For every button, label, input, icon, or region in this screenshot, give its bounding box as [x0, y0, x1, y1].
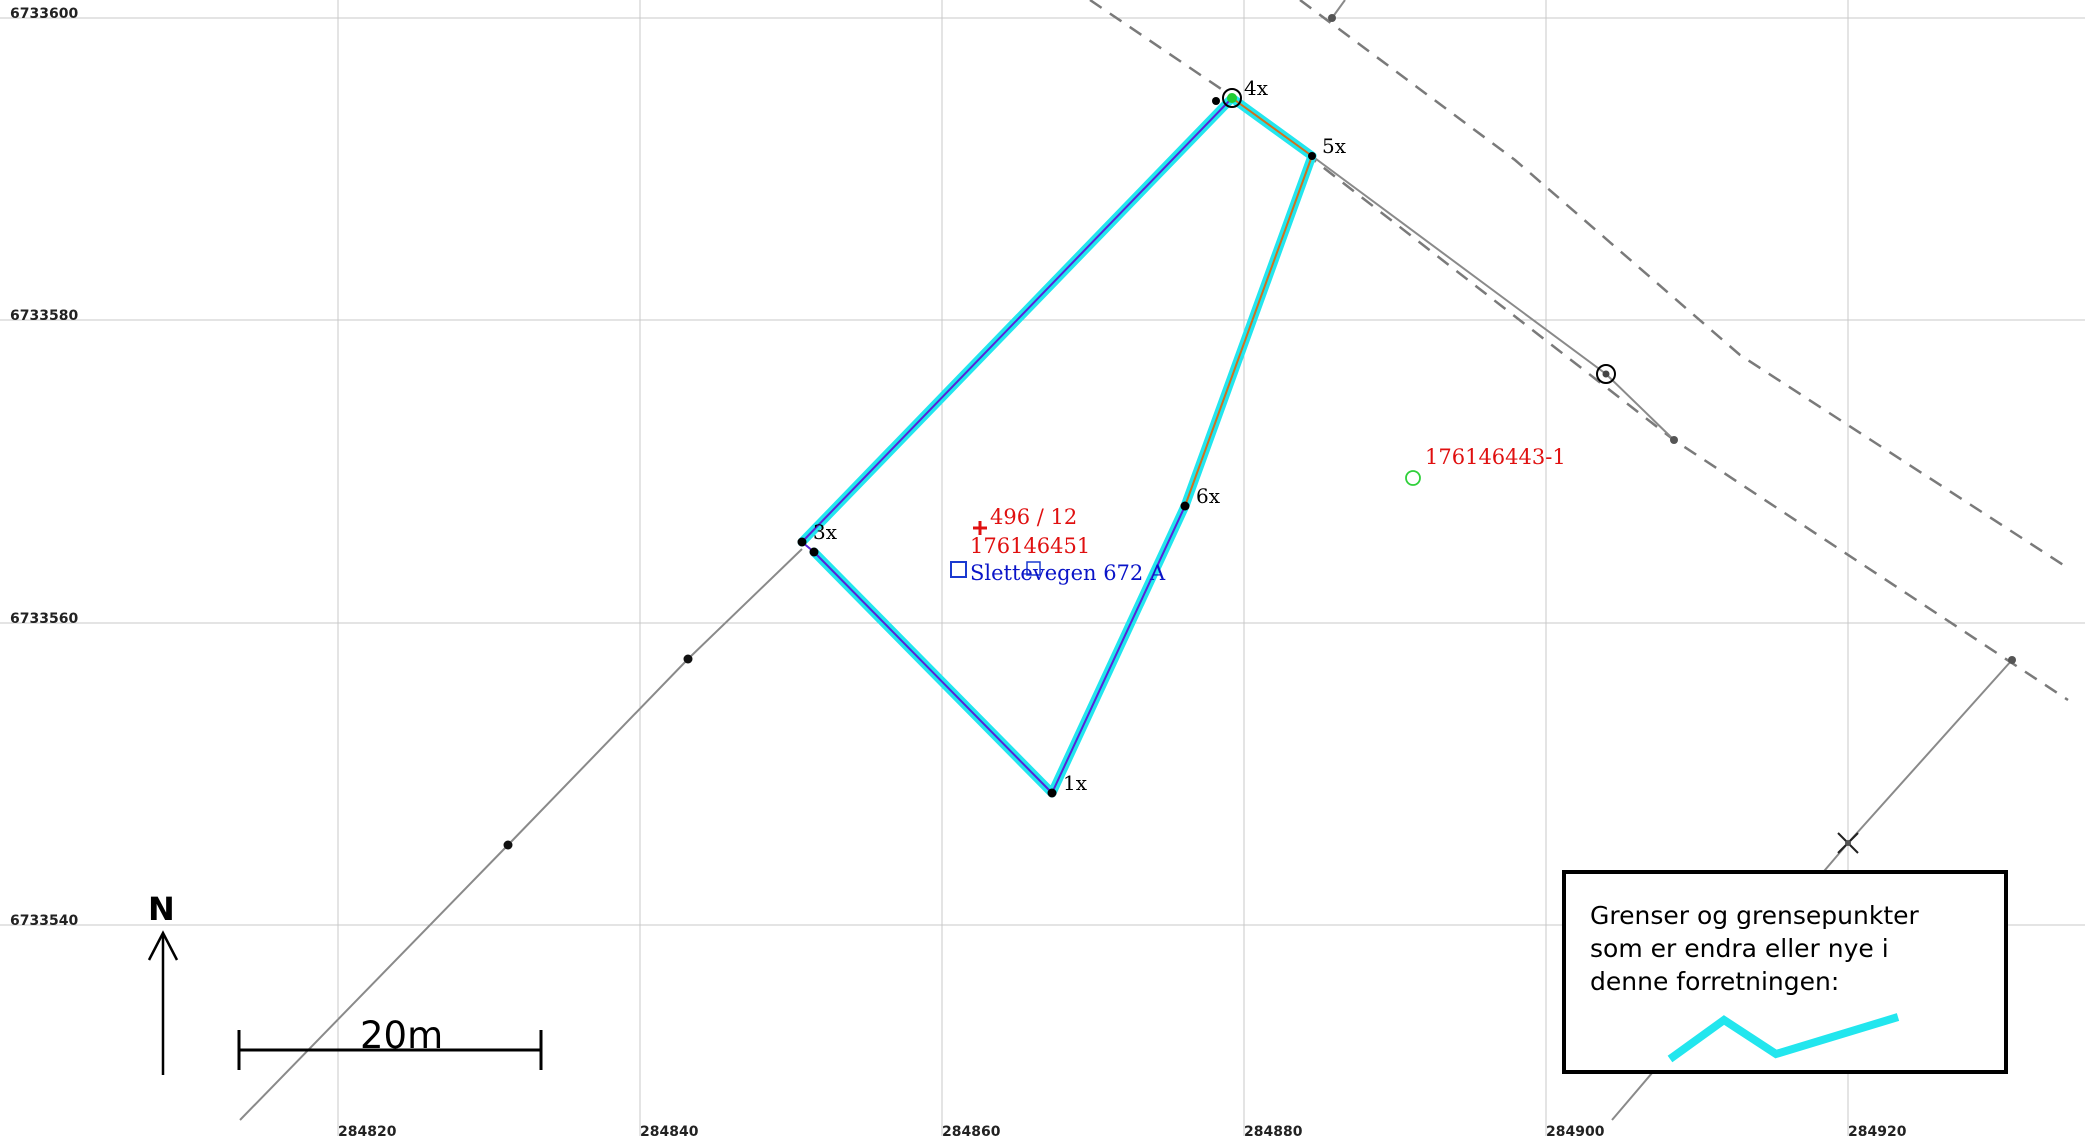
- parcel-line-east-south: [1051, 505, 1186, 794]
- northing-label: 6733600: [10, 6, 78, 22]
- scale-label: 20m: [360, 1014, 443, 1057]
- point-marker-3x[interactable]: [797, 537, 807, 547]
- north-arrow: N: [147, 890, 179, 1075]
- point-label-6x: 6x: [1196, 484, 1221, 508]
- survey-point[interactable]: [1670, 436, 1678, 444]
- point-label-1x: 1x: [1063, 771, 1088, 795]
- legend-line-3: denne forretningen:: [1590, 967, 1839, 996]
- survey-point[interactable]: [503, 840, 513, 850]
- north-label: N: [148, 890, 175, 928]
- address-point-icon[interactable]: [950, 561, 967, 578]
- northing-label: 6733560: [10, 611, 78, 627]
- survey-point[interactable]: [1602, 370, 1610, 378]
- survey-point[interactable]: [1328, 14, 1336, 22]
- point-marker-4x-ring[interactable]: [1222, 88, 1242, 108]
- easting-label: 284920: [1848, 1124, 1907, 1136]
- point-marker-4x[interactable]: [1227, 93, 1237, 103]
- boundary-points: [797, 88, 1316, 798]
- grey-line-southwest: [239, 548, 803, 1121]
- legend-line-2: som er endra eller nye i: [1590, 934, 1889, 963]
- grey-line-northeast: [1311, 155, 1675, 441]
- point-marker-5x[interactable]: [1308, 152, 1316, 160]
- changed-boundaries: [797, 93, 1317, 798]
- easting-label: 284840: [640, 1124, 699, 1136]
- northing-label: 6733540: [10, 913, 78, 929]
- point-label-3x: 3x: [813, 520, 838, 544]
- parcel-line-west: [801, 97, 1233, 794]
- parcel-id-label: 176146451: [970, 534, 1090, 558]
- neighbour-id-label: 176146443-1: [1425, 445, 1566, 469]
- north-arrow-icon: [147, 930, 179, 1075]
- legend-line-1: Grenser og grensepunkter: [1590, 901, 1920, 930]
- legend-frame: [1562, 870, 2008, 1074]
- legend-box: Grenser og grensepunkter som er endra el…: [1562, 870, 2008, 1074]
- survey-points: [503, 14, 2016, 854]
- easting-labels: 284820 284840 284860 284880 284900 28492…: [338, 1124, 1907, 1136]
- point-label-4x: 4x: [1244, 76, 1269, 100]
- legend-swatch-changed-boundary: [1667, 1013, 1900, 1063]
- point-marker-1x[interactable]: [1047, 788, 1057, 798]
- dashed-line-upper: [1299, 0, 2069, 570]
- point-marker-6x[interactable]: [1180, 501, 1190, 511]
- easting-label: 284820: [338, 1124, 397, 1136]
- dashed-line-lower: [1089, 0, 2069, 702]
- easting-label: 284880: [1244, 1124, 1303, 1136]
- survey-point[interactable]: [2008, 656, 2016, 664]
- address-point-icon[interactable]: [1026, 561, 1041, 576]
- easting-label: 284900: [1546, 1124, 1605, 1136]
- parcel-centroid-plus-icon[interactable]: [973, 521, 987, 535]
- address-label: Slettevegen 672 A: [970, 561, 1166, 585]
- parcel-annotation: 496 / 12 176146451 Slettevegen 672 A: [950, 505, 1166, 585]
- northing-label: 6733580: [10, 308, 78, 324]
- survey-point-ring[interactable]: [1596, 364, 1616, 384]
- point-marker-4x-neighbour[interactable]: [1212, 97, 1220, 105]
- neighbour-annotation: 176146443-1: [1405, 445, 1566, 486]
- scale-bar-icon: [237, 1030, 543, 1070]
- boundary-point-labels: 1x 3x 4x 5x 6x: [813, 76, 1347, 795]
- changed-boundary-halo: [797, 93, 1317, 798]
- survey-point[interactable]: [683, 654, 693, 664]
- neighbour-point-icon[interactable]: [1405, 470, 1421, 486]
- dashed-lines: [1089, 0, 2069, 702]
- northing-labels: 6733600 6733580 6733560 6733540: [10, 6, 78, 929]
- point-marker-3x-b[interactable]: [809, 547, 819, 557]
- survey-point[interactable]: [1845, 840, 1851, 846]
- scale-bar: 20m: [237, 1014, 543, 1070]
- point-label-5x: 5x: [1322, 134, 1347, 158]
- parcel-number-label: 496 / 12: [990, 505, 1077, 529]
- easting-label: 284860: [942, 1124, 1001, 1136]
